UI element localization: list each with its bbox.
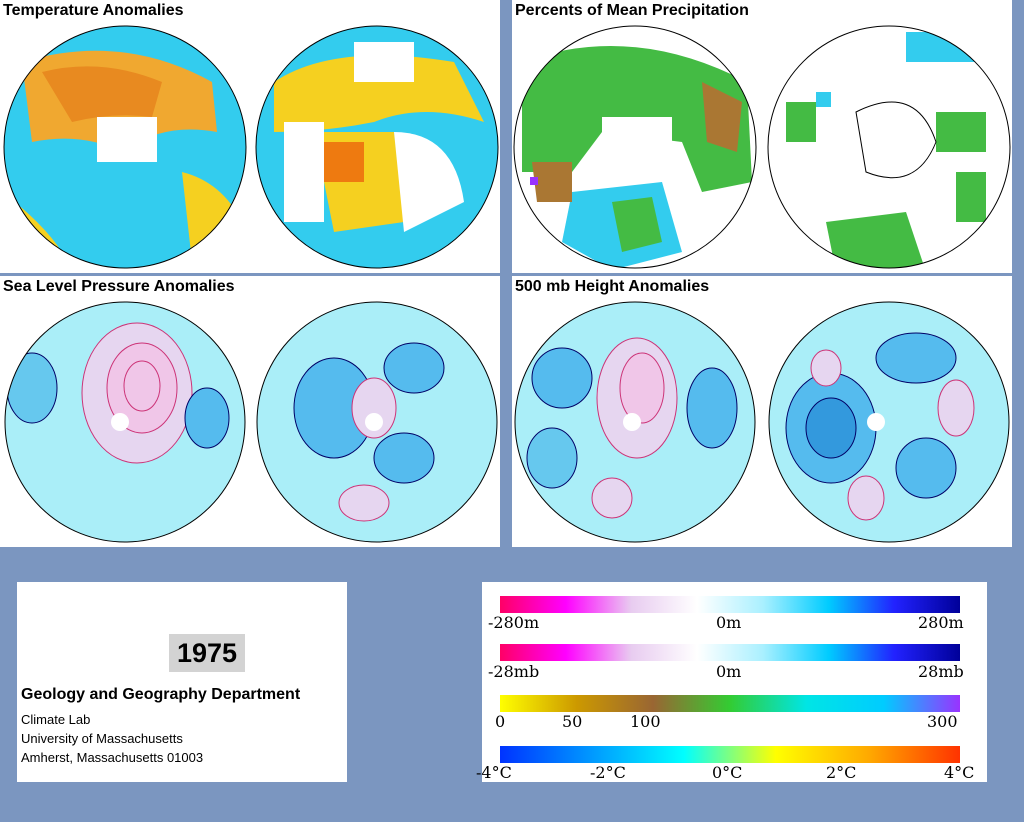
temp-tick-m4: -4°C bbox=[476, 763, 512, 782]
legend-box: -280m 0m 280m -28mb 0m 28mb 0 50 100 300… bbox=[476, 582, 987, 782]
temp-tick-0: 0°C bbox=[712, 763, 743, 782]
pressure-color-bar bbox=[500, 644, 960, 661]
pressure-tick-max: 28mb bbox=[918, 662, 964, 681]
temperature-title: Temperature Anomalies bbox=[0, 0, 187, 21]
pressure-tick-zero: 0m bbox=[716, 662, 742, 681]
pressure-map-left bbox=[4, 301, 246, 543]
height-tick-zero: 0m bbox=[716, 613, 742, 632]
precip-tick-300: 300 bbox=[927, 712, 958, 731]
height-color-bar bbox=[500, 596, 960, 613]
temperature-panel: Temperature Anomalies bbox=[0, 0, 500, 273]
precipitation-title: Percents of Mean Precipitation bbox=[512, 0, 752, 21]
precipitation-map-left bbox=[513, 25, 757, 269]
department-name: Geology and Geography Department bbox=[21, 686, 301, 703]
height-title: 500 mb Height Anomalies bbox=[512, 276, 713, 297]
pressure-panel: Sea Level Pressure Anomalies bbox=[0, 276, 500, 547]
pressure-tick-min: -28mb bbox=[488, 662, 540, 681]
precip-color-bar bbox=[500, 695, 960, 712]
temperature-map-right bbox=[255, 25, 499, 269]
info-line-university: University of Massachusetts bbox=[21, 731, 183, 746]
pressure-title: Sea Level Pressure Anomalies bbox=[0, 276, 238, 297]
height-map-left bbox=[514, 301, 756, 543]
temp-tick-2: 2°C bbox=[826, 763, 857, 782]
precip-tick-100: 100 bbox=[630, 712, 661, 731]
height-map-right bbox=[768, 301, 1010, 543]
precip-tick-0: 0 bbox=[495, 712, 506, 731]
info-box: 1975 Geology and Geography Department Cl… bbox=[17, 582, 347, 782]
height-tick-min: -280m bbox=[488, 613, 540, 632]
info-line-address: Amherst, Massachusetts 01003 bbox=[21, 750, 204, 765]
temperature-map-left bbox=[3, 25, 247, 269]
pressure-map-right bbox=[256, 301, 498, 543]
precipitation-map-right bbox=[767, 25, 1011, 269]
precipitation-panel: Percents of Mean Precipitation bbox=[512, 0, 1012, 273]
temp-tick-4: 4°C bbox=[944, 763, 975, 782]
temperature-color-bar bbox=[500, 746, 960, 763]
height-panel: 500 mb Height Anomalies bbox=[512, 276, 1012, 547]
year-label: 1975 bbox=[169, 634, 245, 672]
temp-tick-m2: -2°C bbox=[590, 763, 626, 782]
precip-tick-50: 50 bbox=[562, 712, 583, 731]
height-tick-max: 280m bbox=[918, 613, 964, 632]
info-line-lab: Climate Lab bbox=[21, 712, 91, 727]
